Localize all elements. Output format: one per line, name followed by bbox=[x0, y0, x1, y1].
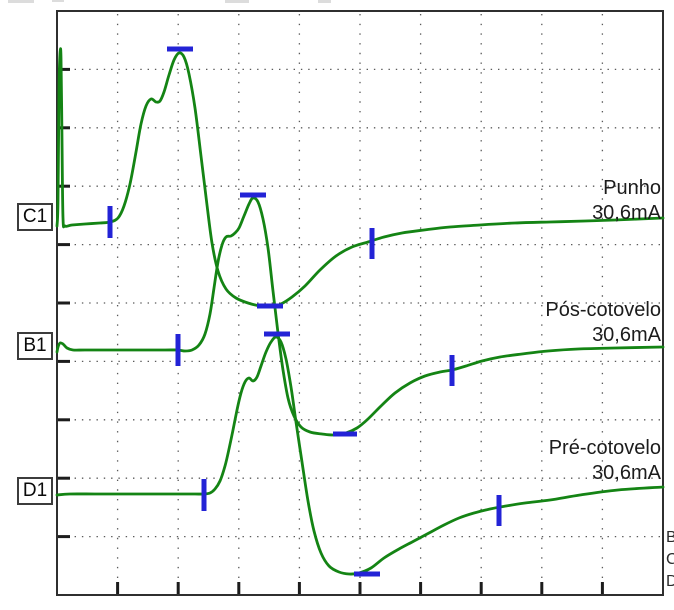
site-name: Punho bbox=[603, 177, 661, 199]
site-label-punho: Punho 30,6mA bbox=[441, 176, 661, 226]
site-label-pos-cotovelo: Pós-cotovelo 30,6mA bbox=[441, 298, 661, 348]
channel-label-c1[interactable]: C1 bbox=[17, 203, 53, 231]
trace-C1 bbox=[55, 47, 665, 309]
site-name: Pré-cotovelo bbox=[548, 437, 661, 459]
stimulus-intensity: 30,6mA bbox=[592, 462, 661, 484]
trace-B1 bbox=[55, 196, 665, 437]
cropped-text-remnant bbox=[8, 0, 34, 3]
channel-label-d1[interactable]: D1 bbox=[17, 477, 53, 505]
plot-frame bbox=[56, 10, 664, 596]
cropped-text-remnant bbox=[52, 0, 64, 2]
site-label-pre-cotovelo: Pré-cotovelo 30,6mA bbox=[441, 436, 661, 486]
trace-D1 bbox=[55, 335, 665, 576]
site-name: Pós-cotovelo bbox=[545, 299, 661, 321]
edge-cutoff-text: C bbox=[666, 551, 674, 568]
edge-cutoff-text: D bbox=[666, 573, 674, 590]
stimulus-intensity: 30,6mA bbox=[592, 202, 661, 224]
cropped-text-remnant bbox=[318, 0, 331, 3]
cropped-text-remnant bbox=[225, 0, 249, 3]
channel-label-b1[interactable]: B1 bbox=[17, 332, 53, 360]
edge-cutoff-text: B bbox=[666, 529, 674, 546]
stimulus-intensity: 30,6mA bbox=[592, 324, 661, 346]
